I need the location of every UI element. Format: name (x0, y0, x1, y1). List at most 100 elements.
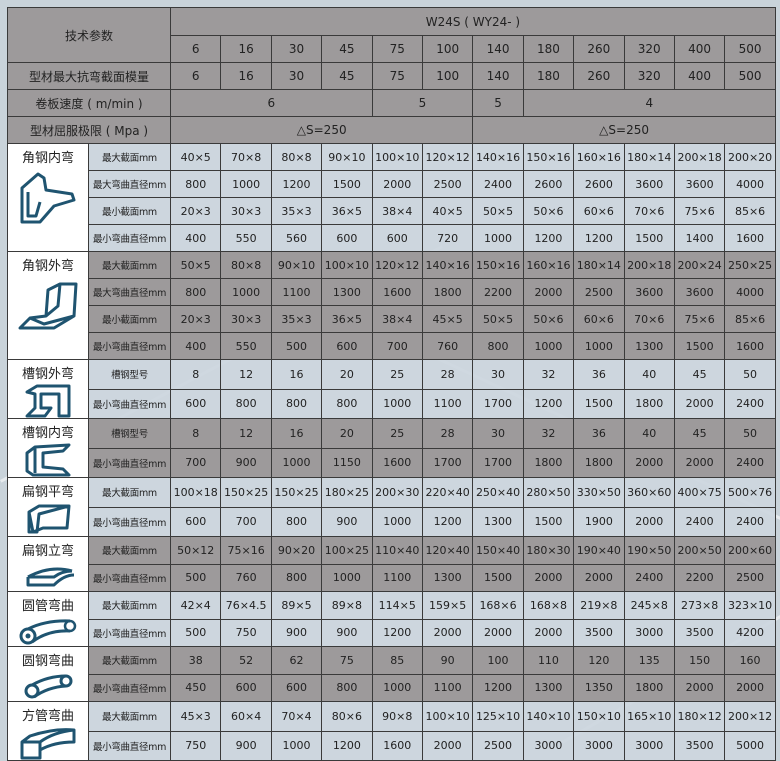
table-cell: 16 (270, 359, 323, 390)
table-cell: 20×3 (170, 197, 222, 225)
flat-bar-edge-bend-icon (9, 561, 88, 591)
table-cell: 720 (421, 224, 474, 252)
table-cell: 2000 (573, 563, 625, 592)
table-cell: 100 (421, 62, 474, 90)
group-label: 圆管弯曲 (21, 599, 74, 614)
table-cell: 100 (472, 646, 524, 675)
table-cell: 50×6 (522, 305, 575, 333)
table-cell: 2600 (573, 170, 625, 198)
table-cell: 150 (673, 646, 726, 675)
table-row: 扁钢平弯 最大截面mm 100×18 150×25 150×25 180×25 200×30… (7, 477, 776, 537)
table-cell: 36 (573, 418, 625, 449)
group-label: 扁钢立弯 (21, 544, 74, 559)
table-cell: 40×5 (421, 197, 474, 225)
table-cell: 60×6 (573, 305, 625, 333)
table-row: 最小弯曲直径mm 500 750 900 900 1200 2000 2000 2000 3500… (8, 618, 776, 647)
table-cell: 1500 (321, 170, 373, 198)
table-cell: 245×8 (623, 591, 675, 620)
table-row: 圆管弯曲 最大截面mm 42×4 76×4.5 89×5 89×8 114×5 159×5 16… (7, 591, 776, 647)
table-cell: 28 (421, 418, 474, 449)
table-cell: 180×12 (673, 701, 726, 732)
table-cell: 50×5 (472, 305, 524, 333)
table-cell: 800 (270, 506, 323, 537)
table-cell: 800 (270, 563, 323, 592)
group-label-cell: 圆管弯曲 (7, 591, 89, 647)
table-cell: 900 (321, 506, 373, 537)
table-cell: 38×4 (371, 197, 423, 225)
table-cell: 50 (724, 418, 776, 449)
table-cell: 560 (270, 224, 323, 252)
table-cell: 900 (270, 618, 323, 647)
table-cell: 140×10 (522, 701, 575, 732)
column-header: 140 (472, 35, 524, 63)
table-cell: 600 (321, 224, 373, 252)
table-row: 最小弯曲直径mm 450 600 600 800 1000 1100 1200 1300 1350… (8, 673, 776, 702)
table-row: 扁钢立弯 最大截面mm 50×12 75×16 90×20 100×25 110×40 120… (7, 536, 776, 592)
table-cell: 110 (522, 646, 575, 675)
table-cell: 45 (673, 359, 726, 390)
table-cell: 600 (170, 506, 222, 537)
table-cell: 3500 (573, 618, 625, 647)
table-cell: △S=250 (472, 116, 776, 144)
table-cell: 89×5 (270, 591, 323, 620)
table-cell: 85×6 (724, 197, 776, 225)
group-label: 槽钢外弯 (21, 367, 74, 382)
table-cell: 600 (371, 224, 423, 252)
table-cell: 1000 (472, 224, 524, 252)
table-cell: 400×75 (673, 477, 726, 508)
table-cell: 2500 (472, 730, 524, 761)
angle-outer-bend-icon (9, 276, 88, 336)
group-label-cell: 槽钢外弯 (7, 359, 89, 419)
group-label-cell: 槽钢内弯 (7, 418, 89, 478)
table-cell: 160×16 (522, 251, 575, 279)
table-cell: 52 (220, 646, 272, 675)
table-cell: 800 (170, 170, 222, 198)
table-cell: 250×40 (472, 477, 524, 508)
table-cell: 1350 (573, 673, 625, 702)
row-label: 槽钢型号 (87, 359, 172, 390)
table-cell: 50 (724, 359, 776, 390)
table-cell: 1000 (371, 388, 423, 419)
table-cell: 1000 (220, 278, 272, 306)
table-cell: 2000 (522, 563, 575, 592)
table-cell: 50×5 (170, 251, 222, 279)
table-cell: 50×5 (472, 197, 524, 225)
table-cell: 150×25 (220, 477, 272, 508)
table-cell: 75 (371, 62, 423, 90)
table-cell: 45 (321, 62, 373, 90)
table-cell: 5 (371, 89, 474, 117)
row-label: 最小弯曲直径mm (87, 224, 172, 252)
row-label: 最小弯曲直径mm (87, 563, 172, 592)
table-cell: 12 (220, 359, 272, 390)
table-cell: 280×50 (522, 477, 575, 508)
table-cell: 85 (371, 646, 423, 675)
table-cell: 100×10 (421, 701, 474, 732)
row-label: 最大弯曲直径mm (87, 170, 172, 198)
table-cell: 2500 (573, 278, 625, 306)
table-cell: 1300 (321, 278, 373, 306)
table-cell: 85×6 (724, 305, 776, 333)
table-cell: 80×8 (220, 251, 272, 279)
table-cell: 1100 (270, 278, 323, 306)
table-cell: 550 (220, 224, 272, 252)
table-cell: 2400 (472, 170, 524, 198)
table-cell: 800 (220, 388, 272, 419)
table-cell: 3500 (673, 730, 726, 761)
table-cell: 1600 (371, 730, 423, 761)
table-cell: 200×18 (673, 143, 726, 171)
table-cell: 400 (673, 62, 726, 90)
table-cell: 180×14 (573, 251, 625, 279)
table-cell: 36×5 (321, 305, 373, 333)
table-cell: 120×12 (421, 143, 474, 171)
table-cell: 2000 (421, 730, 474, 761)
table-cell: 1400 (673, 224, 726, 252)
table-cell: 1200 (472, 673, 524, 702)
table-cell: 3500 (673, 618, 726, 647)
table-cell: 110×40 (371, 536, 423, 565)
table-cell: 150×10 (573, 701, 625, 732)
table-cell: 6 (170, 62, 222, 90)
table-cell: 1000 (220, 170, 272, 198)
group-label-cell: 方管弯曲 (7, 701, 89, 761)
table-cell: 25 (371, 359, 423, 390)
table-row: 最小弯曲直径mm 600 800 800 800 1000 1100 1700 1200 1500… (8, 388, 776, 419)
